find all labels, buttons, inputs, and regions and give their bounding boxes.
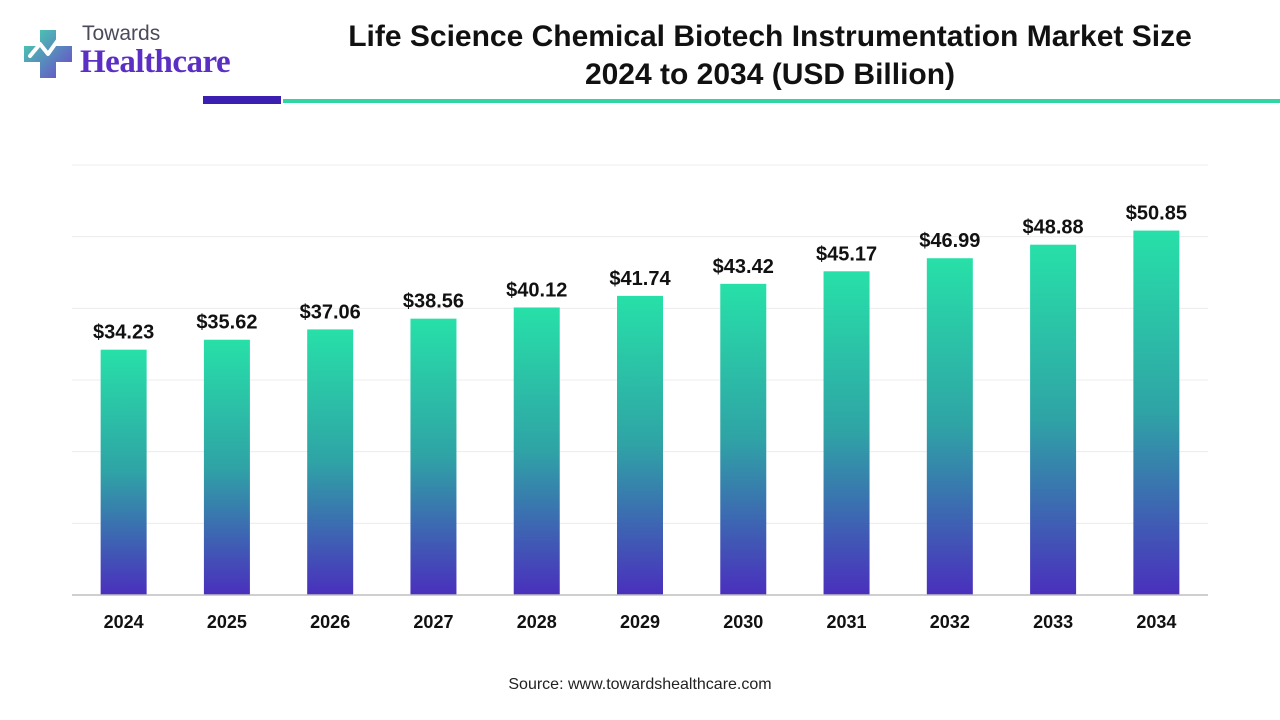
value-label-2028: $40.12 [506,279,567,301]
header-accent-bar [203,96,281,104]
medical-cross-icon [24,30,72,78]
brand-top-text: Towards [82,22,161,45]
x-tick-label-2026: 2026 [310,612,350,632]
source-note: Source: www.towardshealthcare.com [508,676,772,693]
value-label-2032: $46.99 [919,230,980,252]
x-tick-label-2029: 2029 [620,612,660,632]
value-label-2025: $35.62 [196,312,257,334]
bar-2030 [720,283,767,595]
chart-title-line1: Life Science Chemical Biotech Instrument… [348,20,1192,53]
x-tick-label-2024: 2024 [104,612,144,632]
bar-2028 [513,307,560,595]
value-label-2033: $48.88 [1023,217,1084,239]
x-tick-label-2028: 2028 [517,612,557,632]
value-label-2026: $37.06 [300,301,361,323]
x-tick-label-2027: 2027 [413,612,453,632]
chart-title-line2: 2024 to 2034 (USD Billion) [584,58,956,91]
bar-2029 [617,295,663,595]
brand-logo: Towards Healthcare [20,18,250,88]
bar-2033 [1030,244,1077,595]
x-axis: 2024 2025 2026 2027 2028 2029 2030 2031 2032 2033… [72,594,1208,632]
x-tick-label-2030: 2030 [723,612,763,632]
bar-2031 [823,271,870,595]
value-labels: $34.23 $35.62 $37.06 $38.56 $40.12 $41.74 $43.… [93,203,1187,344]
bar-2024 [100,349,147,595]
x-tick-label-2032: 2032 [930,612,970,632]
chart-title: Life Science Chemical Biotech Instrument… [290,18,1250,94]
x-tick-label-2031: 2031 [827,612,867,632]
x-tick-label-2025: 2025 [207,612,247,632]
value-label-2024: $34.23 [93,322,154,344]
value-label-2029: $41.74 [609,268,671,290]
bar-2025 [203,339,250,595]
value-label-2030: $43.42 [713,256,774,278]
value-label-2031: $45.17 [816,243,877,265]
value-label-2034: $50.85 [1126,203,1187,225]
x-tick-label-2033: 2033 [1033,612,1073,632]
bars [100,230,1180,595]
bar-2032 [926,258,973,595]
value-label-2027: $38.56 [403,291,464,313]
brand-bottom-text: Healthcare [80,44,231,80]
x-tick-label-2034: 2034 [1136,612,1176,632]
header-divider-line [283,99,1280,103]
bar-2027 [410,318,457,595]
bar-2034 [1133,230,1180,595]
bar-2026 [307,329,354,595]
